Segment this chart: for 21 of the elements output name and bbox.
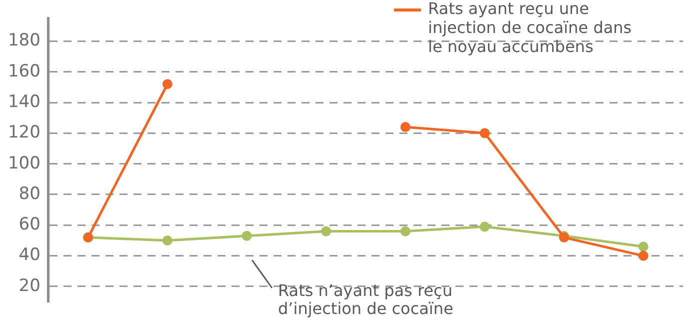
y-tick-label: 40	[18, 245, 40, 266]
y-tick-label: 140	[8, 92, 40, 112]
y-tick-label: 100	[8, 153, 40, 174]
legend-label: Rats ayant reçu une injection de cocaïne dans le noyau accumbens	[428, 0, 632, 56]
point	[638, 250, 648, 261]
text: Rats n’ayant pas reçu d’injection de cocaïne	[278, 281, 454, 318]
y-tick-label: 120	[8, 122, 40, 143]
point	[321, 226, 332, 236]
point	[400, 226, 410, 236]
y-tick-label: 180	[8, 30, 40, 51]
point	[242, 230, 252, 241]
point	[480, 128, 490, 138]
point	[162, 235, 172, 246]
point	[638, 242, 648, 252]
y-tick-label: 20	[18, 276, 40, 296]
y-tick-label: 160	[8, 61, 40, 82]
y-tick-label: 60	[18, 214, 40, 235]
point	[480, 222, 490, 232]
point	[400, 122, 410, 132]
y-tick-label: 80	[18, 184, 40, 204]
point	[162, 79, 172, 90]
